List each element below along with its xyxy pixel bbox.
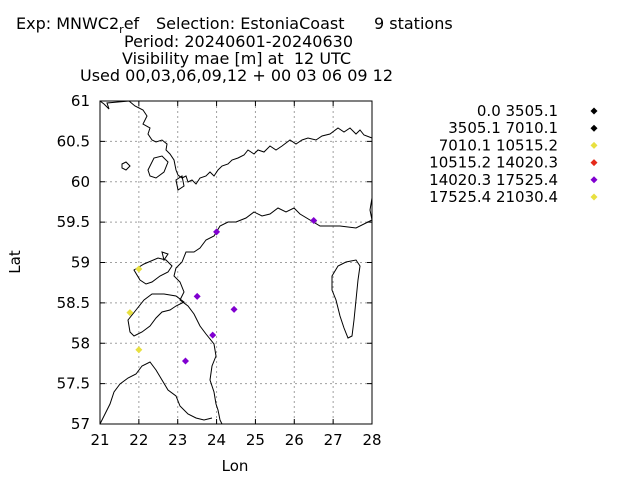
station-marker xyxy=(181,357,189,365)
station-marker xyxy=(209,331,217,339)
legend-label: 7010.1 10515.2 xyxy=(439,136,558,154)
y-tick-label: 61 xyxy=(71,92,90,110)
y-axis-ticks: 57 57.5 58 58.5 59 59.5 60 60.5 61 xyxy=(57,92,372,433)
x-tick-label: 27 xyxy=(324,431,343,449)
plot-header: Exp: MNWC2ref Selection: EstoniaCoast 9 … xyxy=(0,0,640,90)
parameter-label: Visibility mae [m] at 12 UTC xyxy=(122,49,352,68)
y-tick-label: 57.5 xyxy=(57,375,90,393)
legend-label: 3505.1 7010.1 xyxy=(448,119,558,137)
grid-lines xyxy=(100,101,372,424)
station-marker xyxy=(126,309,134,317)
station-marker xyxy=(213,228,221,236)
station-marker xyxy=(310,217,318,225)
coastline xyxy=(99,100,373,425)
legend-label: 0.0 3505.1 xyxy=(477,102,558,120)
y-tick-label: 60 xyxy=(71,173,90,191)
experiment-label: Exp: MNWC2ref xyxy=(16,14,140,37)
station-points xyxy=(126,217,318,365)
x-tick-label: 22 xyxy=(129,431,148,449)
legend-marker xyxy=(590,141,598,149)
legend-marker xyxy=(590,193,598,201)
x-tick-label: 23 xyxy=(168,431,187,449)
legend-marker xyxy=(590,107,598,115)
x-axis-label: Lon xyxy=(222,457,249,475)
x-tick-label: 21 xyxy=(90,431,109,449)
x-axis-ticks: 21 22 23 24 25 26 27 28 xyxy=(90,101,382,449)
y-axis-label: Lat xyxy=(6,250,24,274)
y-tick-label: 58 xyxy=(71,334,90,352)
period-label: Period: 20240601-20240630 xyxy=(124,32,354,51)
legend-marker xyxy=(590,159,598,167)
x-tick-label: 24 xyxy=(207,431,226,449)
x-tick-label: 26 xyxy=(285,431,304,449)
y-tick-label: 59.5 xyxy=(57,213,90,231)
station-marker xyxy=(135,265,143,273)
selection-label: Selection: EstoniaCoast xyxy=(156,14,345,33)
station-count: 9 stations xyxy=(374,14,453,33)
legend-label: 14020.3 17525.4 xyxy=(429,171,558,189)
y-tick-label: 59 xyxy=(71,254,90,272)
legend-marker xyxy=(590,124,598,132)
y-tick-label: 58.5 xyxy=(57,294,90,312)
y-tick-label: 60.5 xyxy=(57,132,90,150)
station-marker xyxy=(230,305,238,313)
used-label: Used 00,03,06,09,12 + 00 03 06 09 12 xyxy=(80,66,393,85)
legend-label: 17525.4 21030.4 xyxy=(429,188,558,206)
legend-label: 10515.2 14020.3 xyxy=(429,154,558,172)
y-tick-label: 57 xyxy=(71,415,90,433)
x-tick-label: 28 xyxy=(362,431,381,449)
legend-marker xyxy=(590,176,598,184)
station-marker xyxy=(193,292,201,300)
x-tick-label: 25 xyxy=(246,431,265,449)
station-marker xyxy=(135,346,143,354)
